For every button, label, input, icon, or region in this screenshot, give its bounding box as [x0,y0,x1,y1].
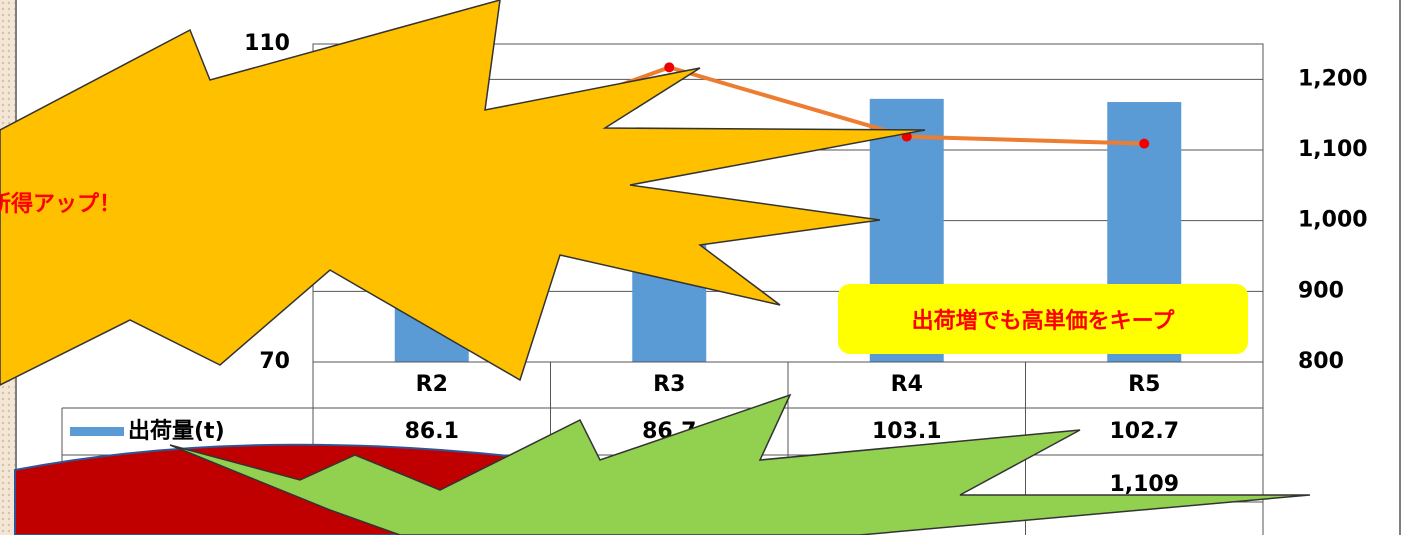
table-value: 1,109 [1109,472,1179,497]
y2-tick-label: 800 [1298,349,1344,374]
table-value: 86.1 [405,419,459,444]
x-tick-label: R2 [416,372,448,397]
line-point [1139,138,1150,149]
line-point [664,62,675,73]
y-tick-label: 110 [244,31,290,56]
burst-green [169,393,1311,535]
burst-text: 農家所得アップ！ [0,191,121,217]
x-tick-label: R5 [1128,372,1160,397]
table-value: 103.1 [872,419,942,444]
x-tick-label: R4 [891,372,923,397]
legend-swatch [70,427,124,436]
x-tick-label: R3 [653,372,685,397]
y2-tick-label: 1,000 [1298,208,1368,233]
y2-tick-label: 900 [1298,278,1344,303]
burst-yellow [0,0,926,386]
table-value: 102.7 [1109,419,1179,444]
note-box [838,284,1248,354]
note-text: 出荷増でも高単価をキープ [912,308,1176,334]
y-tick-label: 70 [259,349,290,374]
y2-tick-label: 1,200 [1298,66,1368,91]
y2-tick-label: 1,100 [1298,137,1368,162]
legend-label: 出荷量(t) [128,419,225,444]
